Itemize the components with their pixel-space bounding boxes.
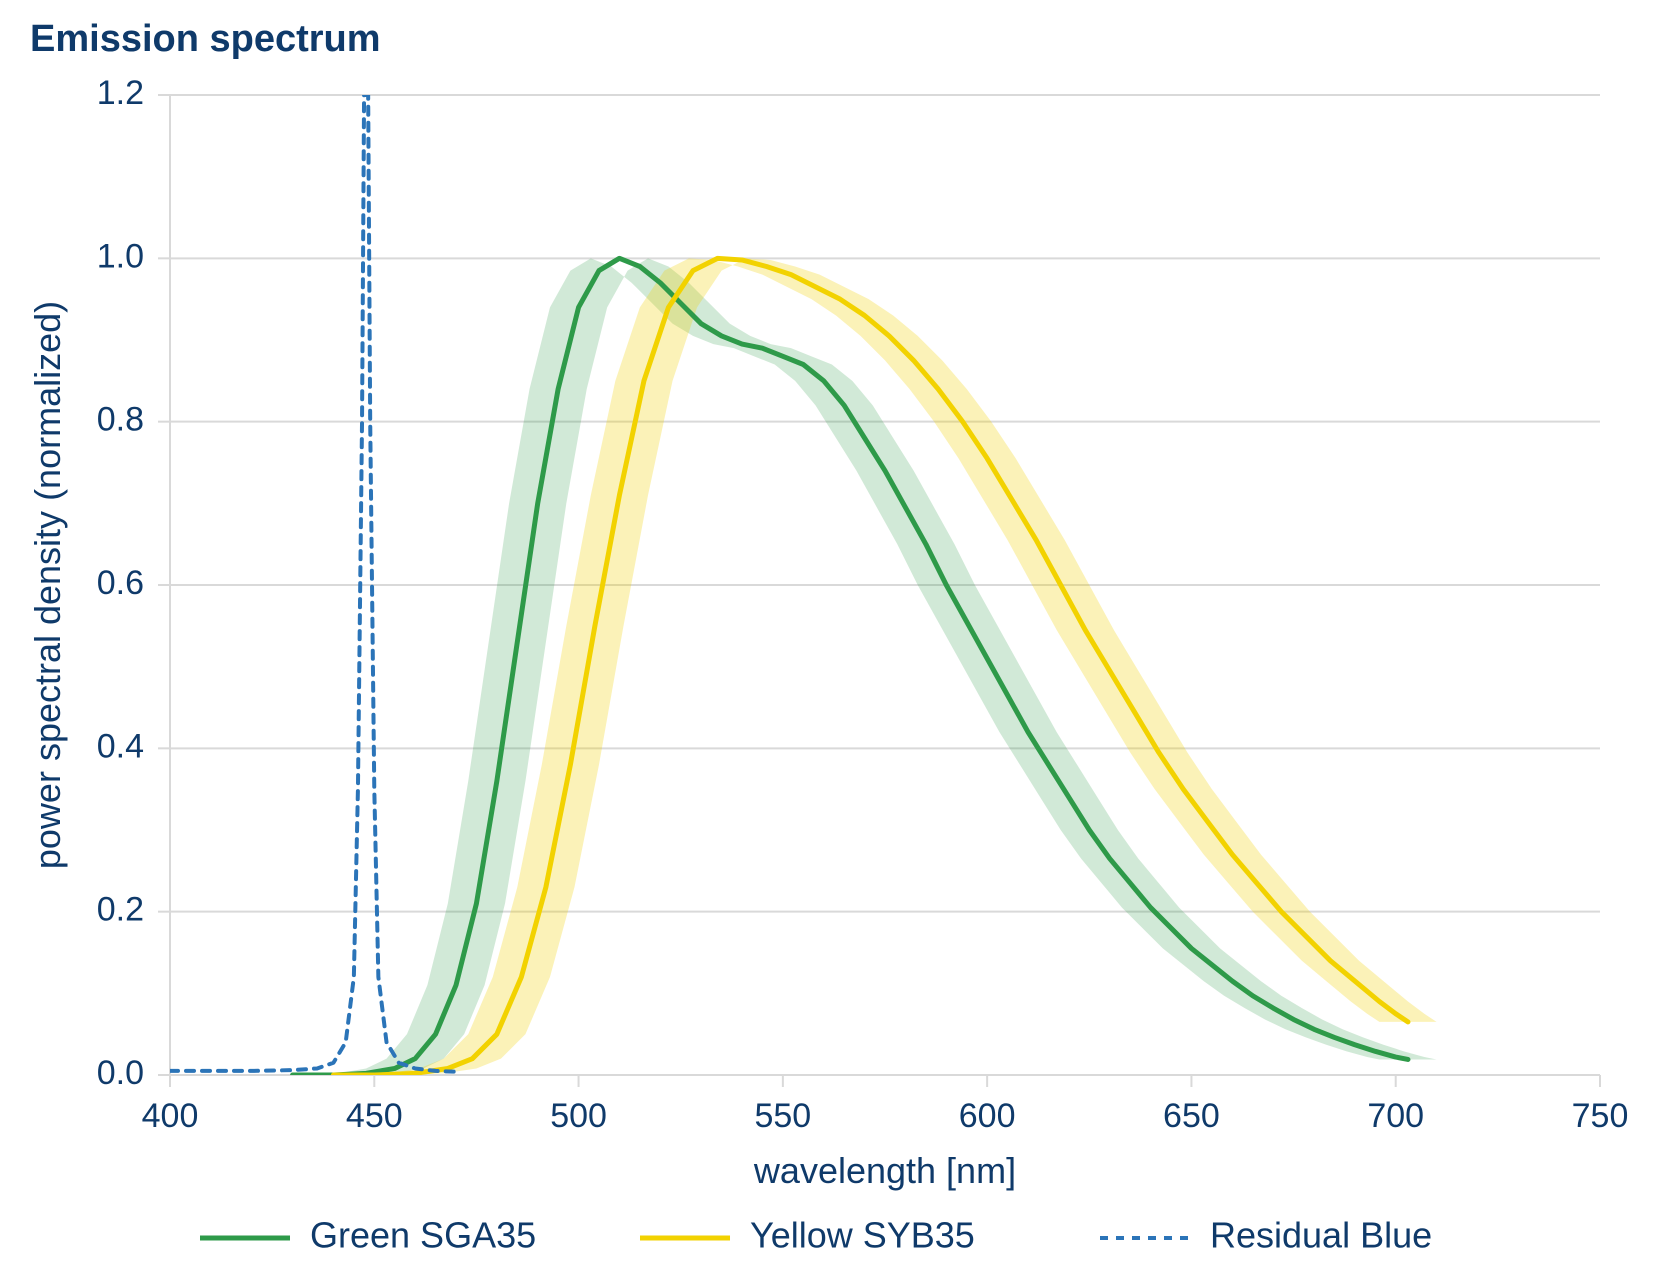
x-tick-label: 450 [346,1097,403,1135]
y-tick-label: 1.0 [97,237,144,275]
y-tick-label: 0.2 [97,891,144,929]
x-tick-label: 550 [754,1097,811,1135]
y-tick-label: 0.4 [97,727,144,765]
series-band-green [264,258,1437,1075]
x-tick-label: 750 [1572,1097,1629,1135]
y-tick-label: 0.8 [97,401,144,439]
y-tick-label: 1.2 [97,74,144,112]
legend-label-green: Green SGA35 [310,1215,536,1256]
legend-label-blue: Residual Blue [1210,1215,1432,1256]
y-tick-label: 0.0 [97,1054,144,1092]
x-tick-label: 600 [959,1097,1016,1135]
series-line-blue [170,95,456,1072]
gridlines [158,95,1600,1075]
x-axis [170,1075,1600,1087]
x-tick-label: 650 [1163,1097,1220,1135]
x-tick-label: 700 [1367,1097,1424,1135]
x-tick-label: 500 [550,1097,607,1135]
chart-title: Emission spectrum [30,18,381,61]
y-tick-label: 0.6 [97,564,144,602]
y-axis-label: power spectral density (normalized) [27,301,68,869]
legend-label-yellow: Yellow SYB35 [750,1215,975,1256]
x-axis-label: wavelength [nm] [753,1150,1016,1191]
emission-spectrum-chart: 0.0 0.2 0.4 0.6 0.8 1.0 1.2 400 450 500 550 600 650 7… [0,0,1680,1288]
x-tick-label: 400 [142,1097,199,1135]
